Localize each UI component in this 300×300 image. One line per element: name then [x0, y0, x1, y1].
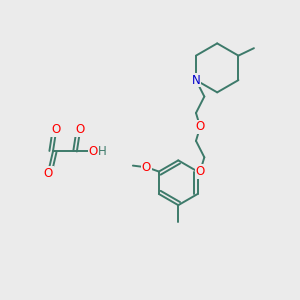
Text: O: O	[196, 165, 205, 178]
Text: O: O	[51, 123, 61, 136]
Text: O: O	[142, 160, 151, 174]
Text: O: O	[44, 167, 53, 180]
Text: O: O	[196, 120, 205, 134]
Text: H: H	[98, 145, 106, 158]
Text: O: O	[88, 145, 98, 158]
Text: N: N	[192, 74, 200, 87]
Text: O: O	[75, 123, 85, 136]
